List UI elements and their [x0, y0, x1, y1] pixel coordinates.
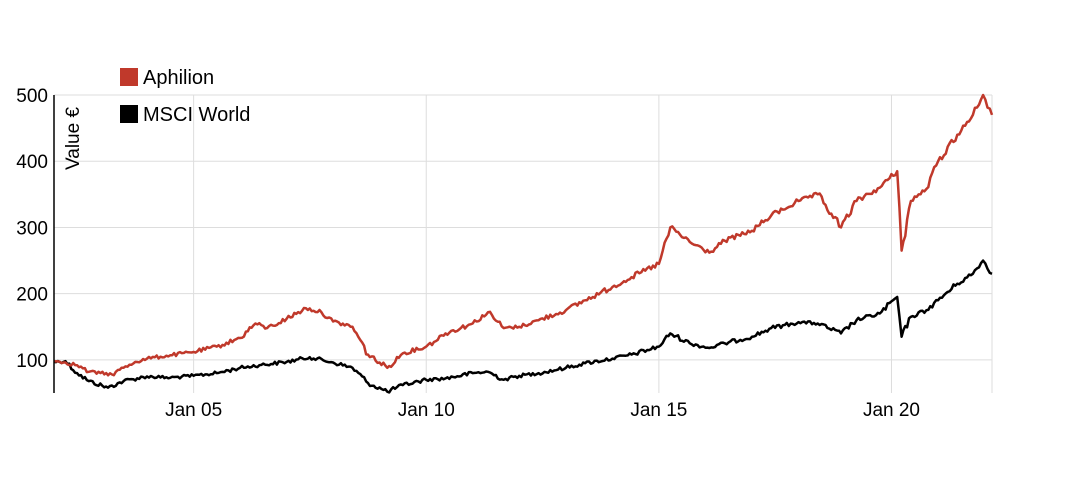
grid: [54, 94, 993, 393]
x-tick-label: Jan 15: [630, 400, 687, 421]
series-layer: [53, 93, 994, 394]
y-tick-label: 500: [16, 86, 48, 107]
legend: Aphilion MSCI World: [120, 67, 250, 126]
y-tick-label: 200: [16, 285, 48, 306]
y-axis-title: Value €: [63, 107, 84, 170]
x-tick-label: Jan 20: [863, 400, 920, 421]
x-tick-label: Jan 05: [165, 400, 222, 421]
x-tick-labels: Jan 05 Jan 10 Jan 15 Jan 20: [165, 400, 920, 421]
series-line: [53, 93, 994, 377]
x-tick-label: Jan 10: [398, 400, 455, 421]
legend-label: MSCI World: [143, 104, 250, 126]
y-tick-labels: 100 200 300 400 500: [16, 86, 48, 372]
y-tick-label: 100: [16, 351, 48, 372]
legend-label: Aphilion: [143, 67, 214, 89]
legend-swatch: [120, 68, 138, 86]
legend-swatch: [120, 105, 138, 123]
series-line: [53, 259, 993, 394]
y-tick-label: 300: [16, 218, 48, 239]
y-tick-label: 400: [16, 152, 48, 173]
